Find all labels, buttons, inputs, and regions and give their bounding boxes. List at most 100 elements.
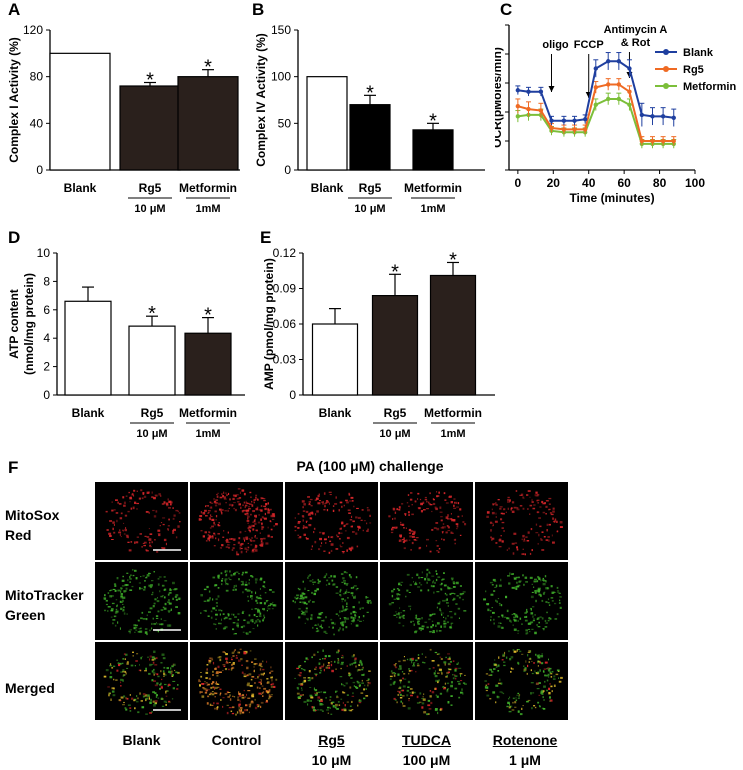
panel-letter-f: F: [8, 458, 19, 477]
fluorescence-speck: [498, 602, 501, 604]
fluorescence-speck: [246, 693, 247, 696]
fluorescence-speck: [212, 598, 214, 601]
fluorescence-speck: [433, 672, 436, 675]
fluorescence-speck: [508, 547, 510, 550]
fluorescence-speck: [528, 661, 530, 663]
fluorescence-speck: [217, 587, 220, 589]
row-label-mitosox: MitoSox Red: [5, 505, 59, 545]
fluorescence-speck: [121, 587, 123, 589]
fluorescence-speck: [236, 494, 239, 496]
fluorescence-speck: [300, 684, 303, 686]
fluorescence-speck: [229, 579, 232, 581]
fluorescence-speck: [366, 611, 369, 613]
fluorescence-speck: [172, 687, 175, 690]
fluorescence-speck: [435, 570, 437, 573]
fluorescence-speck: [503, 508, 506, 511]
fluorescence-speck: [449, 593, 452, 596]
micrograph-image: [292, 571, 372, 636]
fluorescence-speck: [167, 528, 169, 530]
fluorescence-speck: [265, 701, 269, 703]
fluorescence-speck: [122, 596, 126, 599]
fluorescence-speck: [531, 498, 533, 502]
fluorescence-speck: [165, 695, 168, 697]
fluorescence-speck: [352, 621, 355, 623]
fluorescence-speck: [170, 503, 172, 506]
fluorescence-speck: [245, 704, 248, 707]
fluorescence-speck: [234, 508, 237, 512]
fluorescence-speck: [421, 625, 424, 627]
fluorescence-speck: [228, 618, 232, 620]
fluorescence-speck: [535, 653, 537, 656]
fluorescence-speck: [198, 518, 201, 521]
fluorescence-speck: [545, 601, 548, 603]
fluorescence-speck: [159, 687, 161, 690]
fluorescence-speck: [204, 609, 207, 612]
fluorescence-speck: [236, 622, 239, 625]
fluorescence-speck: [335, 706, 337, 709]
fluorescence-speck: [152, 691, 155, 694]
fluorescence-speck: [428, 501, 430, 503]
fluorescence-speck: [366, 530, 369, 532]
fluorescence-speck: [251, 504, 254, 507]
fluorescence-speck: [254, 682, 256, 684]
data-point: [606, 59, 611, 64]
arrow-head: [548, 86, 555, 92]
fluorescence-speck: [309, 511, 312, 515]
fluorescence-speck: [124, 707, 127, 709]
fluorescence-speck: [304, 622, 306, 624]
fluorescence-speck: [393, 674, 396, 677]
panel-letter-c: C: [500, 0, 513, 19]
fluorescence-speck: [204, 681, 206, 683]
fluorescence-speck: [444, 663, 446, 666]
fluorescence-speck: [511, 501, 515, 504]
fluorescence-speck: [206, 689, 208, 692]
fluorescence-speck: [314, 689, 318, 692]
fluorescence-speck: [361, 607, 364, 609]
fluorescence-speck: [210, 502, 214, 504]
fluorescence-speck: [140, 700, 143, 702]
fluorescence-speck: [446, 525, 449, 527]
fluorescence-speck: [549, 671, 552, 674]
fluorescence-speck: [297, 522, 300, 524]
fluorescence-speck: [516, 581, 518, 584]
fluorescence-speck: [556, 590, 560, 592]
fluorescence-speck: [350, 623, 352, 625]
fluorescence-speck: [321, 627, 324, 629]
fluorescence-speck: [531, 672, 534, 675]
fluorescence-speck: [542, 690, 545, 692]
fluorescence-speck: [169, 589, 172, 592]
fluorescence-speck: [303, 601, 307, 605]
fluorescence-speck: [251, 700, 254, 702]
fluorescence-speck: [543, 668, 547, 670]
data-point: [639, 112, 645, 118]
fluorescence-speck: [492, 503, 496, 505]
fluorescence-speck: [252, 524, 255, 527]
fluorescence-speck: [251, 620, 254, 623]
fluorescence-speck: [499, 506, 503, 508]
fluorescence-speck: [399, 616, 401, 619]
fluorescence-speck: [208, 539, 211, 542]
fluorescence-speck: [152, 661, 155, 664]
fluorescence-speck: [324, 575, 326, 577]
fluorescence-speck: [401, 539, 405, 541]
fluorescence-speck: [512, 552, 515, 555]
fluorescence-speck: [304, 610, 308, 613]
fluorescence-speck: [223, 498, 227, 500]
data-point: [671, 138, 676, 144]
fluorescence-speck: [360, 692, 364, 694]
fluorescence-speck: [497, 664, 500, 667]
fluorescence-speck: [521, 653, 524, 655]
fluorescence-speck: [313, 653, 316, 656]
fluorescence-speck: [304, 596, 308, 599]
fluorescence-speck: [175, 594, 179, 597]
fluorescence-speck: [209, 527, 212, 529]
fluorescence-speck: [258, 681, 262, 684]
fluorescence-speck: [215, 499, 218, 501]
fluorescence-speck: [212, 674, 214, 676]
fluorescence-speck: [234, 649, 236, 651]
fluorescence-speck: [160, 662, 163, 664]
legend-label: Rg5: [683, 64, 704, 76]
fluorescence-speck: [160, 697, 163, 700]
fluorescence-speck: [546, 668, 548, 670]
